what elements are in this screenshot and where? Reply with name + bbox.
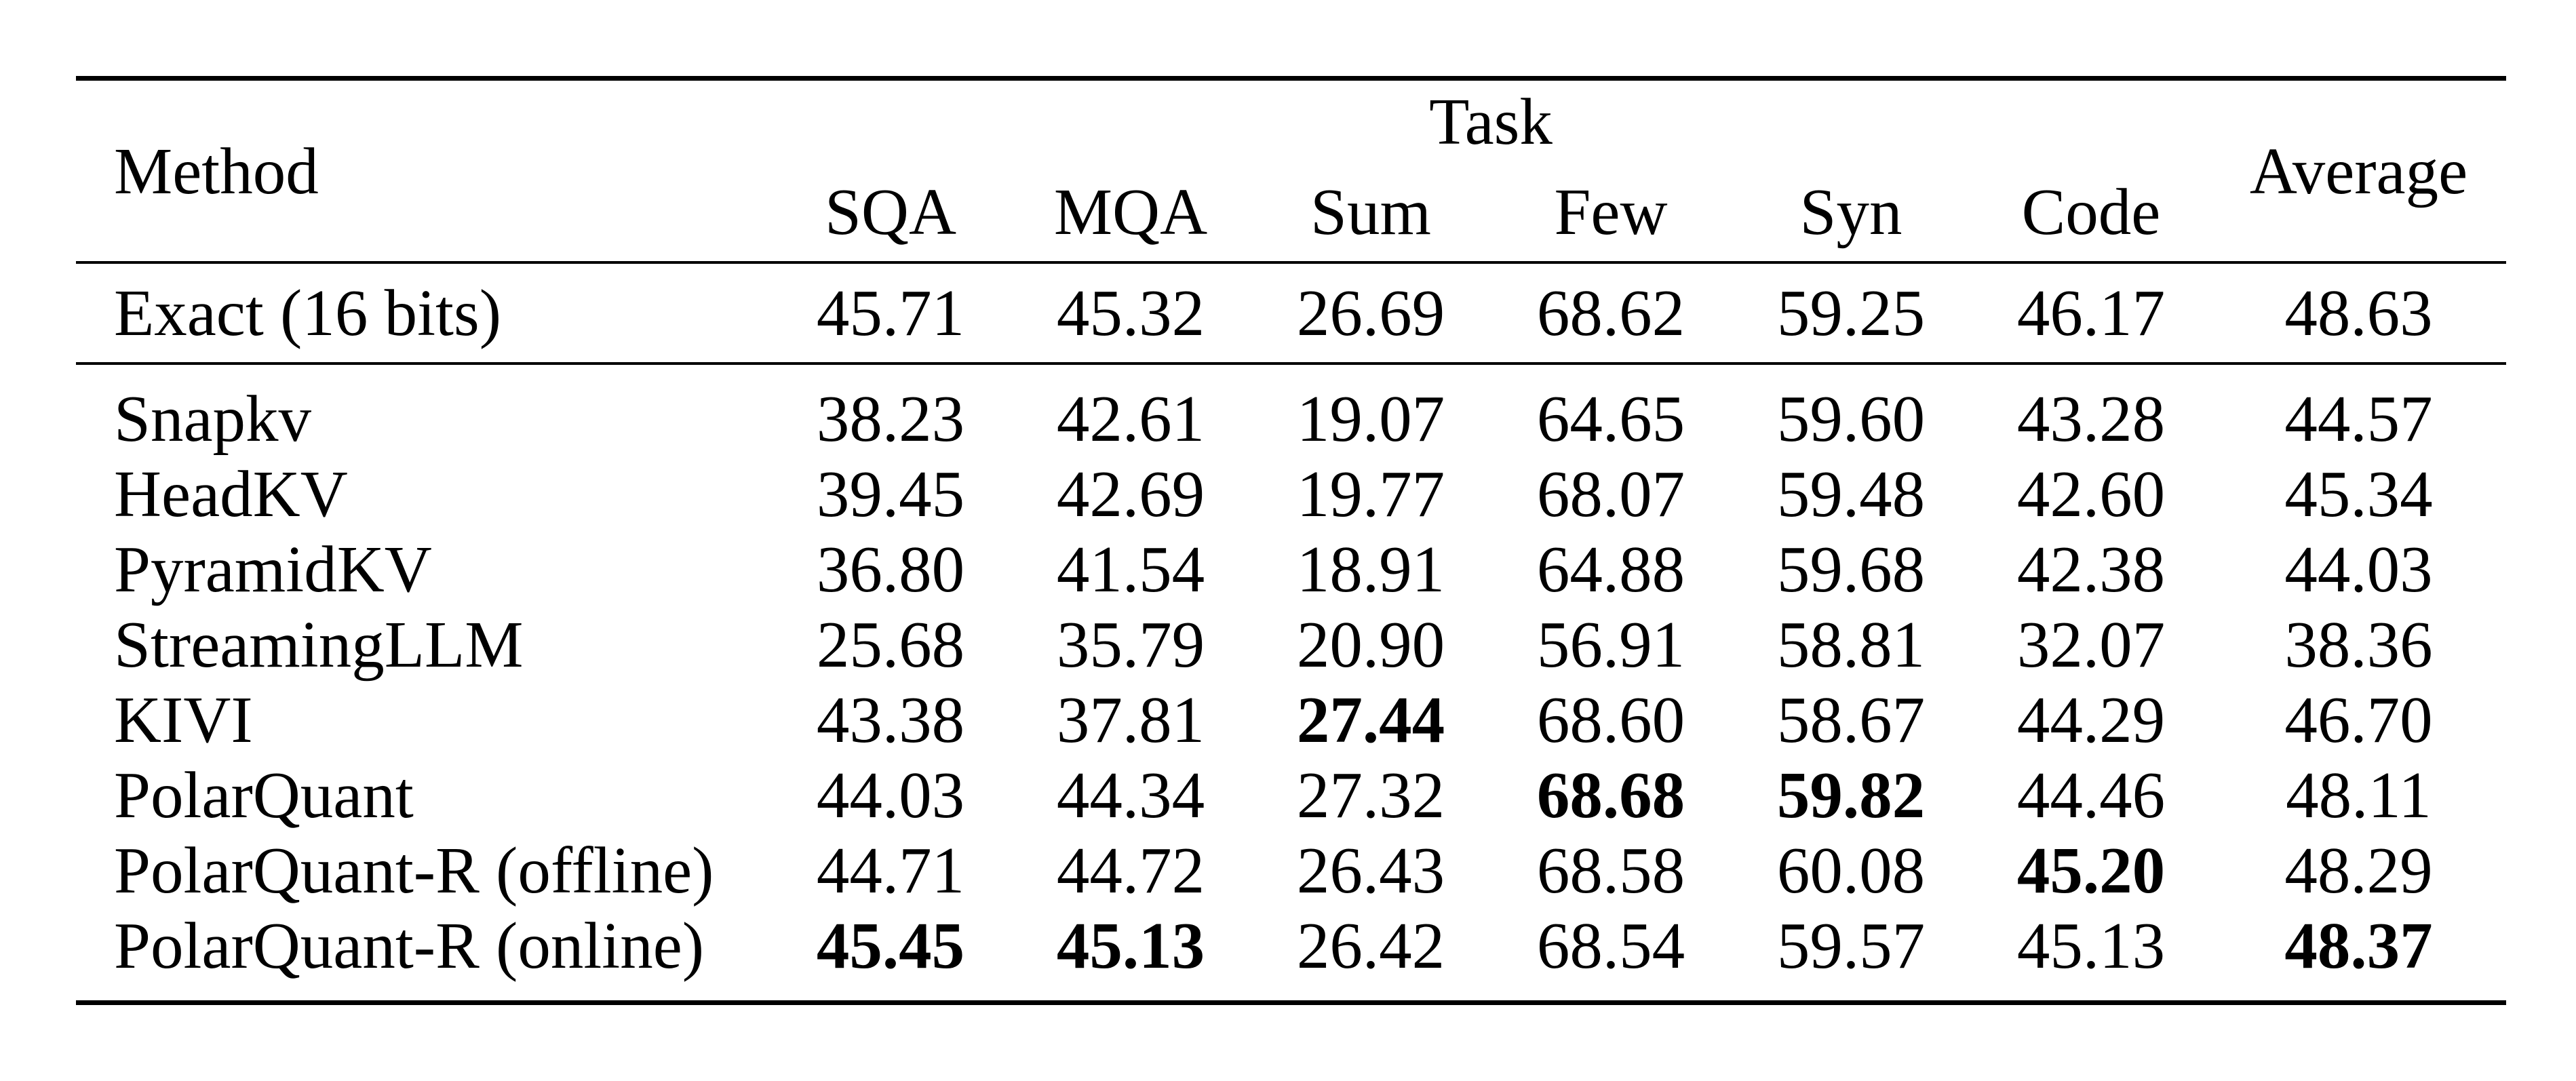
average-value-cell: 45.34 <box>2284 458 2433 530</box>
mqa-value-cell: 42.69 <box>1056 458 1205 530</box>
method-name-cell: Exact (16 bits) <box>114 277 502 349</box>
mqa-value-cell: 44.72 <box>1056 834 1205 907</box>
sum-value-cell: 26.69 <box>1296 277 1445 349</box>
sum-value-cell: 27.32 <box>1296 759 1445 831</box>
sqa-value-cell: 45.71 <box>816 277 965 349</box>
syn-value-cell: 59.68 <box>1776 533 1926 606</box>
column-header-sum: Sum <box>1310 175 1431 248</box>
table-header: Method Task Average SQA MQA Sum Few Syn … <box>76 81 2506 261</box>
sum-value-cell: 26.42 <box>1296 909 1445 982</box>
sqa-value-cell: 45.45 <box>816 909 965 982</box>
table-row: PyramidKV 36.80 41.54 18.91 64.88 59.68 … <box>76 532 2506 607</box>
code-value-cell: 45.20 <box>2016 834 2166 907</box>
average-value-cell: 48.63 <box>2284 277 2433 349</box>
sqa-value-cell: 43.38 <box>816 684 965 756</box>
average-value-cell: 48.29 <box>2284 834 2433 907</box>
code-value-cell: 43.28 <box>2016 382 2166 455</box>
average-value-cell: 48.11 <box>2286 759 2432 831</box>
results-table: Method Task Average SQA MQA Sum Few Syn … <box>76 76 2506 1005</box>
few-value-cell: 68.07 <box>1536 458 1685 530</box>
syn-value-cell: 60.08 <box>1776 834 1926 907</box>
column-header-average: Average <box>2249 134 2468 208</box>
code-value-cell: 42.38 <box>2016 533 2166 606</box>
mqa-value-cell: 45.13 <box>1056 909 1205 982</box>
few-value-cell: 68.58 <box>1536 834 1685 907</box>
syn-value-cell: 59.48 <box>1776 458 1926 530</box>
top-rule <box>76 76 2506 81</box>
table-row: StreamingLLM 25.68 35.79 20.90 56.91 58.… <box>76 607 2506 682</box>
average-value-cell: 46.70 <box>2284 684 2433 756</box>
method-name-cell: PyramidKV <box>114 533 432 606</box>
mqa-value-cell: 37.81 <box>1056 684 1205 756</box>
sum-value-cell: 19.77 <box>1296 458 1445 530</box>
sum-value-cell: 20.90 <box>1296 608 1445 681</box>
method-name-cell: PolarQuant-R (offline) <box>114 834 714 907</box>
syn-value-cell: 58.81 <box>1776 608 1926 681</box>
few-value-cell: 64.65 <box>1536 382 1685 455</box>
baseline-midrule <box>76 362 2506 365</box>
column-header-syn: Syn <box>1799 175 1902 248</box>
sqa-value-cell: 25.68 <box>816 608 965 681</box>
table-row: Exact (16 bits) 45.71 45.32 26.69 68.62 … <box>76 264 2506 362</box>
syn-value-cell: 59.57 <box>1776 909 1926 982</box>
column-header-sqa: SQA <box>824 175 957 248</box>
sqa-value-cell: 39.45 <box>816 458 965 530</box>
table-row: PolarQuant 44.03 44.34 27.32 68.68 59.82… <box>76 758 2506 833</box>
method-name-cell: Snapkv <box>114 382 311 455</box>
table-row: KIVI 43.38 37.81 27.44 68.60 58.67 44.29… <box>76 682 2506 758</box>
code-value-cell: 42.60 <box>2016 458 2166 530</box>
mqa-value-cell: 42.61 <box>1056 382 1205 455</box>
syn-value-cell: 59.25 <box>1776 277 1926 349</box>
average-value-cell: 44.03 <box>2284 533 2433 606</box>
mqa-value-cell: 45.32 <box>1056 277 1205 349</box>
code-value-cell: 44.29 <box>2016 684 2166 756</box>
average-value-cell: 44.57 <box>2284 382 2433 455</box>
few-value-cell: 56.91 <box>1536 608 1685 681</box>
mqa-value-cell: 41.54 <box>1056 533 1205 606</box>
code-value-cell: 44.46 <box>2016 759 2166 831</box>
method-name-cell: KIVI <box>114 684 253 756</box>
sqa-value-cell: 38.23 <box>816 382 965 455</box>
mqa-value-cell: 35.79 <box>1056 608 1205 681</box>
few-value-cell: 68.54 <box>1536 909 1685 982</box>
few-value-cell: 64.88 <box>1536 533 1685 606</box>
code-value-cell: 46.17 <box>2016 277 2166 349</box>
syn-value-cell: 59.82 <box>1776 759 1926 831</box>
code-value-cell: 45.13 <box>2016 909 2166 982</box>
sqa-value-cell: 44.03 <box>816 759 965 831</box>
table-row: HeadKV 39.45 42.69 19.77 68.07 59.48 42.… <box>76 456 2506 532</box>
bottom-rule <box>76 1000 2506 1005</box>
header-midrule <box>76 261 2506 264</box>
syn-value-cell: 58.67 <box>1776 684 1926 756</box>
average-value-cell: 38.36 <box>2284 608 2433 681</box>
sum-value-cell: 26.43 <box>1296 834 1445 907</box>
few-value-cell: 68.60 <box>1536 684 1685 756</box>
sum-value-cell: 27.44 <box>1296 684 1445 756</box>
few-value-cell: 68.62 <box>1536 277 1685 349</box>
method-rows-section: Snapkv 38.23 42.61 19.07 64.65 59.60 43.… <box>76 365 2506 1000</box>
table-row: PolarQuant-R (online) 45.45 45.13 26.42 … <box>76 908 2506 983</box>
column-header-few: Few <box>1554 175 1668 248</box>
column-header-method: Method <box>114 134 319 208</box>
column-header-code: Code <box>2021 175 2161 248</box>
method-name-cell: HeadKV <box>114 458 348 530</box>
sqa-value-cell: 36.80 <box>816 533 965 606</box>
method-name-cell: PolarQuant-R (online) <box>114 909 705 982</box>
column-group-header-task: Task <box>1429 85 1553 158</box>
baseline-row-section: Exact (16 bits) 45.71 45.32 26.69 68.62 … <box>76 264 2506 362</box>
column-header-mqa: MQA <box>1053 175 1208 248</box>
syn-value-cell: 59.60 <box>1776 382 1926 455</box>
few-value-cell: 68.68 <box>1536 759 1685 831</box>
table-row: PolarQuant-R (offline) 44.71 44.72 26.43… <box>76 833 2506 908</box>
sqa-value-cell: 44.71 <box>816 834 965 907</box>
code-value-cell: 32.07 <box>2016 608 2166 681</box>
method-name-cell: StreamingLLM <box>114 608 524 681</box>
table-row: Snapkv 38.23 42.61 19.07 64.65 59.60 43.… <box>76 381 2506 456</box>
average-value-cell: 48.37 <box>2284 909 2433 982</box>
sum-value-cell: 18.91 <box>1296 533 1445 606</box>
method-name-cell: PolarQuant <box>114 759 414 831</box>
mqa-value-cell: 44.34 <box>1056 759 1205 831</box>
sum-value-cell: 19.07 <box>1296 382 1445 455</box>
